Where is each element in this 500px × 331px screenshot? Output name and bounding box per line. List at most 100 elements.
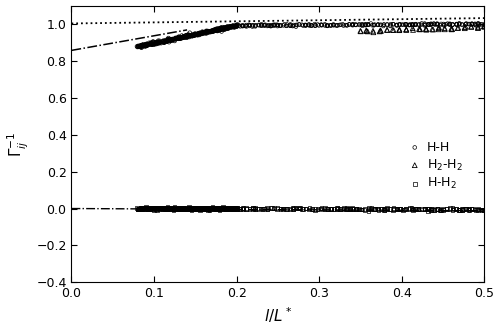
H-H (194, 32, 202, 37)
H-H (235, 23, 243, 28)
H-H (190, 32, 198, 37)
H-H (201, 29, 209, 35)
H-H$_2$ (152, 207, 160, 212)
H-H$_2$ (180, 206, 188, 212)
H-H (396, 22, 404, 27)
H-H$_2$ (218, 206, 226, 211)
H-H (174, 34, 182, 40)
H-H$_2$ (408, 206, 416, 212)
H-H (270, 23, 278, 28)
H-H (200, 29, 208, 35)
H-H (186, 33, 194, 38)
H-H (201, 30, 209, 35)
H-H (153, 40, 161, 45)
H-H$_2$ (233, 206, 241, 211)
H-H (136, 43, 144, 49)
H-H (154, 40, 162, 45)
H-H (210, 28, 218, 33)
H-H (377, 22, 385, 27)
H-H (156, 40, 164, 45)
H-H (234, 22, 241, 27)
H-H (184, 33, 192, 38)
H-H (140, 43, 147, 48)
H-H (180, 34, 188, 40)
H-H$_2$ (437, 207, 445, 213)
H-H (154, 40, 162, 45)
H-H (160, 38, 168, 43)
H-H$_2$ (292, 206, 300, 211)
H-H (164, 37, 172, 42)
H-H$_2$ (226, 207, 234, 212)
H-H (292, 24, 300, 29)
H-H (288, 23, 296, 28)
H-H (427, 21, 435, 26)
H-H$_2$ (204, 207, 212, 213)
H-H (160, 38, 168, 44)
H-H (374, 22, 382, 27)
H-H (434, 22, 442, 27)
H-H (223, 25, 231, 31)
H-H$_2$ (371, 207, 379, 212)
H-H (356, 22, 364, 27)
H-H (154, 40, 162, 45)
H-H$_2$ (171, 206, 179, 211)
H-H$_2$ (196, 207, 203, 212)
H-H (174, 36, 182, 41)
H-H (406, 22, 414, 27)
H-H (226, 24, 234, 29)
H-H (224, 26, 232, 31)
H-H$_2$ (137, 206, 145, 212)
H-H$_2$ (226, 207, 234, 212)
H-H$_2$ (239, 206, 247, 212)
H-H (437, 21, 445, 26)
H-H$_2$ (464, 207, 472, 213)
H-H (175, 34, 183, 39)
H-H$_2$ (194, 205, 202, 211)
H-H$_2$ (260, 206, 268, 211)
H-H$_2$ (296, 206, 304, 211)
H-H$_2$ (170, 205, 178, 210)
H-H (242, 24, 250, 29)
H-H$_2$ (221, 206, 229, 211)
H-H (202, 30, 210, 35)
H-H (405, 23, 413, 28)
H-H$_2$ (190, 207, 198, 212)
H-H (474, 21, 482, 26)
H-H (249, 23, 257, 28)
H-H (267, 23, 275, 28)
H-H (432, 22, 440, 27)
H-H (318, 23, 326, 28)
H$_2$-H$_2$ (448, 27, 456, 32)
H-H$_2$ (230, 206, 237, 211)
H-H (198, 31, 206, 36)
H-H (152, 41, 160, 47)
H-H (140, 43, 148, 48)
H-H$_2$ (184, 206, 192, 211)
H-H (187, 33, 195, 38)
H-H$_2$ (185, 205, 193, 210)
H-H (143, 42, 151, 47)
H-H (162, 38, 170, 44)
H-H$_2$ (348, 206, 356, 212)
H-H$_2$ (204, 206, 212, 212)
H-H (321, 22, 329, 27)
H-H$_2$ (160, 205, 168, 211)
H-H$_2$ (225, 206, 233, 211)
H-H$_2$ (197, 206, 205, 212)
H-H$_2$ (330, 206, 338, 212)
H-H$_2$ (198, 206, 206, 211)
H-H$_2$ (150, 207, 158, 213)
H-H (228, 24, 236, 29)
H-H (134, 43, 142, 49)
H-H (164, 38, 172, 43)
H-H$_2$ (352, 207, 360, 212)
H-H (148, 41, 156, 46)
H-H$_2$ (176, 205, 184, 211)
H-H$_2$ (139, 206, 147, 211)
H-H (154, 41, 162, 46)
H-H$_2$ (146, 207, 154, 212)
H$_2$-H$_2$ (377, 28, 385, 34)
H-H (202, 29, 209, 35)
H-H (406, 22, 413, 27)
H-H (274, 23, 282, 28)
